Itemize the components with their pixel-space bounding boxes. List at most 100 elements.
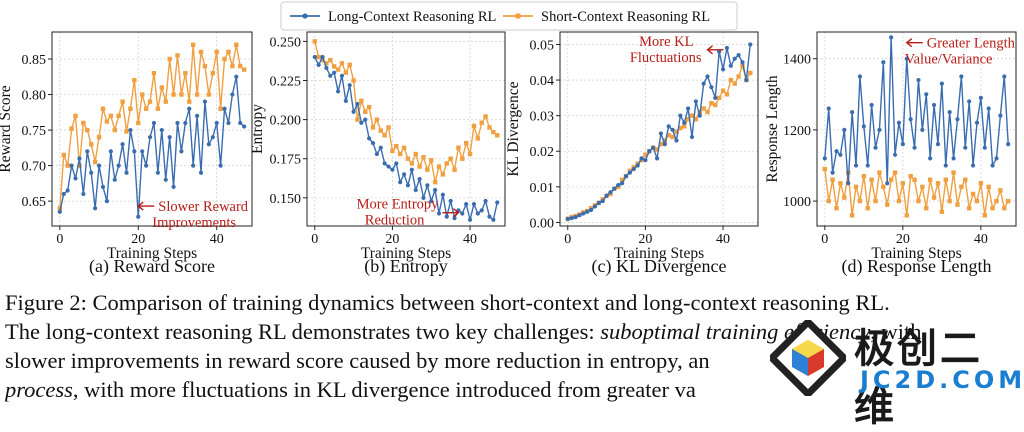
data-point: [202, 63, 208, 69]
x-tick-label-2: 40: [974, 232, 988, 247]
data-point: [171, 184, 176, 190]
data-point: [343, 70, 349, 75]
data-point: [143, 106, 149, 111]
subplot-1: 0 20 40 0.150 0.175 0.200 0.225 0.250 Training S…: [249, 31, 506, 277]
data-point: [100, 106, 106, 111]
data-point: [1005, 198, 1011, 204]
data-point: [986, 106, 991, 111]
data-point: [889, 35, 894, 40]
data-point: [390, 148, 395, 154]
data-point: [908, 173, 913, 179]
data-point: [959, 74, 964, 79]
data-point: [190, 42, 196, 47]
data-point: [904, 213, 909, 218]
annotation-arrow-head: [706, 45, 713, 55]
data-point: [822, 156, 827, 161]
data-point: [834, 206, 839, 211]
data-point: [900, 142, 905, 147]
data-point: [378, 128, 383, 133]
data-point: [748, 70, 753, 76]
data-point: [947, 198, 952, 204]
legend: Long-Context Reasoning RL Short-Context R…: [280, 1, 738, 31]
data-point: [69, 163, 74, 168]
data-point: [479, 120, 484, 125]
data-point: [363, 109, 368, 114]
data-point: [405, 156, 411, 161]
data-point: [65, 163, 70, 168]
data-point: [456, 145, 461, 150]
data-point: [429, 198, 434, 204]
data-point: [487, 125, 492, 130]
y-tick-label-0: 0.65: [22, 195, 47, 210]
data-point: [569, 216, 574, 221]
data-point: [822, 166, 828, 172]
data-point: [335, 67, 341, 72]
data-point: [222, 106, 227, 111]
y-tick-label-3: 0.80: [22, 89, 47, 104]
x-axis-label: Training Steps: [107, 245, 197, 262]
subplot-2: 0 20 40 0.00 0.01 0.02 0.03 0.04 0.05 Training St…: [505, 31, 759, 277]
data-point: [654, 156, 660, 161]
data-point: [206, 92, 212, 97]
data-point: [57, 209, 62, 214]
data-point: [916, 198, 921, 204]
legend-label-0: Long-Context Reasoning RL: [328, 9, 496, 25]
x-tick-label-0: 0: [564, 232, 571, 247]
x-tick-label-2: 40: [210, 232, 224, 247]
data-point: [487, 214, 492, 219]
data-point: [495, 200, 500, 205]
data-point: [658, 141, 664, 147]
data-point: [226, 120, 231, 126]
data-point: [850, 109, 855, 115]
data-point: [409, 167, 414, 172]
data-point: [955, 202, 960, 207]
data-point: [873, 198, 878, 204]
data-point: [732, 56, 737, 61]
subplot-3: 0 20 40 1000 1200 1400 Training Steps Response …: [764, 31, 1017, 277]
caption-line-3: slower improvements in reward score caus…: [5, 348, 710, 373]
data-point: [370, 125, 376, 130]
data-point: [682, 124, 687, 129]
data-point: [475, 136, 481, 141]
data-point: [386, 125, 391, 130]
data-point: [491, 217, 496, 222]
data-point: [748, 42, 753, 47]
data-point: [394, 161, 399, 166]
data-point: [495, 133, 500, 138]
data-point: [312, 54, 317, 60]
data-point: [378, 145, 383, 150]
data-point: [93, 206, 98, 211]
data-point: [460, 211, 465, 216]
data-point: [928, 156, 933, 161]
subplot-title: (a) Reward Score: [89, 256, 215, 277]
data-point: [194, 113, 200, 118]
data-point: [573, 215, 578, 220]
data-point: [226, 49, 231, 55]
data-point: [398, 180, 403, 185]
data-point: [920, 127, 925, 132]
data-point: [120, 142, 125, 147]
data-point: [151, 71, 157, 76]
x-tick-label-0: 0: [821, 232, 828, 247]
data-point: [452, 167, 457, 172]
data-point: [324, 65, 329, 71]
data-point: [951, 156, 956, 161]
data-point: [230, 92, 235, 97]
data-point: [397, 151, 403, 157]
data-point: [417, 176, 422, 182]
caption-line-4: process, with more fluctuations in KL di…: [5, 375, 1024, 404]
data-point: [647, 149, 652, 154]
data-point: [912, 145, 917, 150]
data-point: [974, 120, 980, 125]
data-point: [194, 92, 200, 97]
caption-line-2-a: The long-context reasoning RL demonstrat…: [5, 319, 601, 344]
data-point: [927, 177, 933, 182]
y-tick-label-2: 0.75: [22, 124, 47, 139]
subplot-title: (b) Entropy: [364, 256, 447, 277]
data-point: [830, 177, 835, 182]
y-tick-label-0: 0.00: [530, 216, 555, 231]
data-point: [885, 202, 890, 207]
data-point: [705, 74, 710, 79]
data-point: [483, 114, 488, 119]
data-point: [685, 117, 691, 122]
